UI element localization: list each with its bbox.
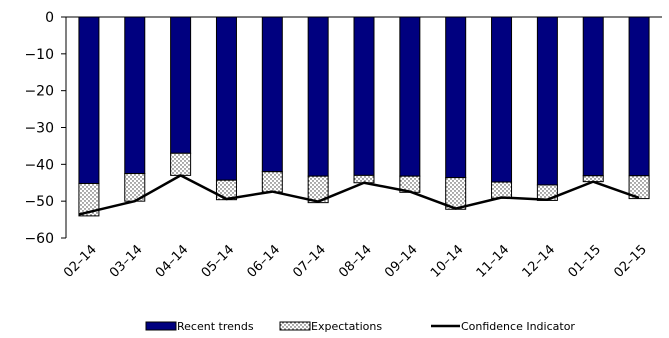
bar-expectations <box>628 175 650 200</box>
legend-swatch-recent-trends <box>145 321 177 331</box>
x-tick-label: 02–14 <box>61 242 100 281</box>
y-tick-label: −20 <box>24 84 54 100</box>
x-tick-label: 07–14 <box>290 242 329 281</box>
y-tick-label: −40 <box>24 157 54 173</box>
bar-recent-trends <box>353 16 375 176</box>
x-tick-label: 02–15 <box>611 242 650 281</box>
y-axis: 0 −10 −20 −30 −40 −50 −60 <box>24 10 67 247</box>
y-tick-label: 0 <box>45 10 54 26</box>
bar-expectations <box>78 182 100 217</box>
y-tick-label: −10 <box>24 47 54 63</box>
bar-recent-trends <box>536 16 558 186</box>
x-tick-label: 12–14 <box>520 242 559 281</box>
bar-recent-trends <box>170 16 192 154</box>
bar-expectations <box>445 177 467 210</box>
legend: Recent trends Expectations Confidence Indi… <box>145 320 575 333</box>
bar-recent-trends <box>215 16 237 181</box>
x-tick-label: 11–14 <box>474 242 513 281</box>
x-tick-label: 03–14 <box>107 242 146 281</box>
legend-label-confidence-indicator: Confidence Indicator <box>461 320 575 333</box>
bar-recent-trends <box>307 16 329 177</box>
y-tick-label: −50 <box>24 194 54 210</box>
legend-label-recent-trends: Recent trends <box>177 320 254 333</box>
confidence-indicator-line <box>78 174 640 216</box>
y-tick-label: −60 <box>24 231 54 247</box>
bar-expectations <box>170 152 192 176</box>
x-tick-label: 04–14 <box>153 242 192 281</box>
x-tick-label: 09–14 <box>382 242 421 281</box>
legend-swatch-expectations <box>279 321 311 331</box>
bar-recent-trends <box>124 16 146 175</box>
bar-recent-trends <box>261 16 283 173</box>
legend-label-expectations: Expectations <box>311 320 382 333</box>
y-tick-label: −30 <box>24 121 54 137</box>
x-tick-label: 06–14 <box>245 242 284 281</box>
bar-recent-trends <box>399 16 421 177</box>
bars <box>78 16 650 217</box>
bar-recent-trends <box>491 16 513 183</box>
x-tick-label: 01–15 <box>565 242 604 281</box>
x-tick-label: 10–14 <box>428 242 467 281</box>
confidence-line-layer <box>78 174 640 216</box>
bar-expectations <box>261 171 283 193</box>
x-tick-label: 08–14 <box>336 242 375 281</box>
x-tick-label: 05–14 <box>199 242 238 281</box>
bar-recent-trends <box>628 16 650 177</box>
bar-recent-trends <box>582 16 604 177</box>
bar-recent-trends <box>445 16 467 179</box>
bar-expectations <box>491 181 513 199</box>
bar-recent-trends <box>78 16 100 184</box>
